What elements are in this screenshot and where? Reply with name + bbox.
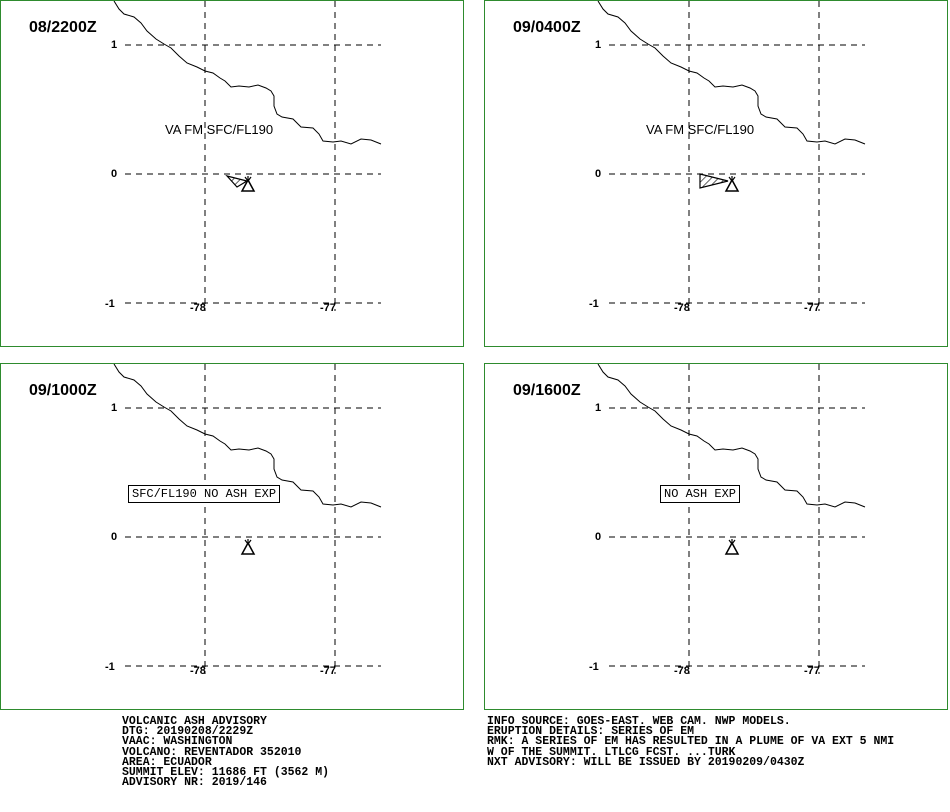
ash-cloud-polygon bbox=[225, 174, 249, 188]
coastline bbox=[597, 1, 866, 145]
advisory-line: ADVISORY NR: 2019/146 bbox=[122, 776, 267, 790]
map-drawing bbox=[113, 1, 382, 311]
lat-tick-minus1: -1 bbox=[589, 661, 599, 673]
coastline bbox=[597, 364, 866, 508]
ash-height-label: VA FM SFC/FL190 bbox=[165, 122, 274, 137]
map-panel-1: 08/2200Z 1 0 -1 -78 -77 VA FM SFC/FL190 bbox=[0, 0, 464, 347]
lat-tick-minus1: -1 bbox=[105, 298, 115, 310]
lon-tick-minus77: -77 bbox=[320, 665, 336, 677]
lon-tick-minus78: -78 bbox=[190, 665, 206, 677]
advisory-line: ERUPTION DETAILS: SERIES OF EM bbox=[487, 725, 695, 739]
panel-time-label: 08/2200Z bbox=[29, 19, 97, 36]
volcano-triangle-icon bbox=[724, 176, 740, 192]
panel-time-label: 09/1600Z bbox=[513, 382, 581, 399]
map-panel-2: 09/0400Z 1 0 -1 -78 -77 VA FM SFC/FL190 bbox=[484, 0, 948, 347]
lon-tick-minus78: -78 bbox=[190, 302, 206, 314]
lat-tick-1: 1 bbox=[111, 402, 118, 414]
lon-tick-minus78: -78 bbox=[674, 302, 690, 314]
map-drawing bbox=[113, 364, 382, 674]
advisory-line: INFO SOURCE: GOES-EAST. WEB CAM. NWP MOD… bbox=[487, 715, 791, 728]
map-panel-3: 09/1000Z 1 0 -1 -78 -77 SFC/FL190 NO ASH… bbox=[0, 363, 464, 710]
coastline bbox=[113, 364, 382, 508]
no-ash-box: SFC/FL190 NO ASH EXP bbox=[128, 485, 281, 503]
advisory-right: INFO SOURCE: GOES-EAST. WEB CAM. NWP MOD… bbox=[487, 715, 895, 769]
ash-height-label: VA FM SFC/FL190 bbox=[646, 122, 755, 137]
lat-tick-0: 0 bbox=[111, 531, 118, 543]
advisory-line: VOLCANO: REVENTADOR 352010 bbox=[122, 745, 302, 759]
lat-tick-minus1: -1 bbox=[105, 661, 115, 673]
advisory-line: VAAC: WASHINGTON bbox=[122, 735, 233, 749]
lat-tick-1: 1 bbox=[595, 402, 602, 414]
advisory-line: VOLCANIC ASH ADVISORY bbox=[122, 715, 267, 728]
advisory-line: AREA: ECUADOR bbox=[122, 755, 212, 769]
advisory-line: NXT ADVISORY: WILL BE ISSUED BY 20190209… bbox=[487, 755, 805, 769]
lon-tick-minus78: -78 bbox=[674, 665, 690, 677]
panel-time-label: 09/0400Z bbox=[513, 19, 581, 36]
advisory-left: VOLCANIC ASH ADVISORY DTG: 20190208/2229… bbox=[122, 715, 330, 790]
ash-cloud-polygon bbox=[699, 173, 729, 189]
advisory-line: RMK: A SERIES OF EM HAS RESULTED IN A PL… bbox=[487, 735, 895, 749]
lat-tick-minus1: -1 bbox=[589, 298, 599, 310]
advisory-line: W OF THE SUMMIT. LTLCG FCST. ...TURK bbox=[487, 745, 736, 759]
lon-tick-minus77: -77 bbox=[320, 302, 336, 314]
lat-tick-0: 0 bbox=[595, 531, 602, 543]
advisory-line: DTG: 20190208/2229Z bbox=[122, 725, 254, 739]
volcano-triangle-icon bbox=[240, 176, 256, 192]
lon-tick-minus77: -77 bbox=[804, 302, 820, 314]
lat-tick-0: 0 bbox=[595, 168, 602, 180]
map-drawing bbox=[597, 364, 866, 674]
advisory-line: SUMMIT ELEV: 11686 FT (3562 M) bbox=[122, 765, 330, 779]
lat-tick-0: 0 bbox=[111, 168, 118, 180]
map-drawing bbox=[597, 1, 866, 311]
coastline bbox=[113, 1, 382, 145]
volcano-triangle-icon bbox=[724, 539, 740, 555]
panel-time-label: 09/1000Z bbox=[29, 382, 97, 399]
lat-tick-1: 1 bbox=[595, 39, 602, 51]
lat-tick-1: 1 bbox=[111, 39, 118, 51]
lon-tick-minus77: -77 bbox=[804, 665, 820, 677]
map-panel-4: 09/1600Z 1 0 -1 -78 -77 NO ASH EXP bbox=[484, 363, 948, 710]
no-ash-box: NO ASH EXP bbox=[660, 485, 741, 503]
volcano-triangle-icon bbox=[240, 539, 256, 555]
